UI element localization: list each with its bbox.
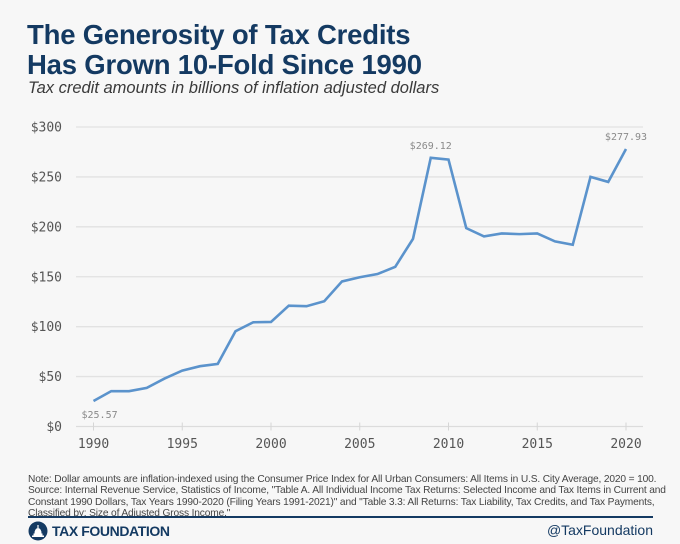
data-labels: $25.57 $269.12 $277.93 (82, 132, 648, 421)
chart-title-line-1: The Generosity of Tax Credits (27, 19, 411, 50)
x-tick-label: 1995 (167, 437, 198, 452)
chart-title: The Generosity of Tax Credits Has Grown … (27, 20, 422, 80)
x-tick-label: 2000 (255, 437, 286, 452)
brand-name: TAX FOUNDATION (52, 523, 170, 539)
x-tick-label: 2010 (433, 437, 464, 452)
footer-divider (28, 516, 653, 518)
chart-subtitle: Tax credit amounts in billions of inflat… (28, 79, 440, 97)
y-tick-label: $150 (31, 270, 62, 285)
source-note: Note: Dollar amounts are inflation-index… (28, 474, 666, 519)
x-tick-label: 2015 (522, 437, 553, 452)
note-line: Note: Dollar amounts are inflation-index… (28, 474, 657, 485)
y-tick-label: $300 (31, 121, 62, 136)
social-handle[interactable]: @TaxFoundation (546, 522, 653, 538)
series-line (92, 148, 628, 403)
y-axis: $0 $50 $100 $150 $200 $250 $300 (31, 121, 62, 436)
chart-title-line-2: Has Grown 10-Fold Since 1990 (27, 49, 422, 80)
x-axis: 1990 1995 2000 2005 2010 2015 2020 (78, 422, 642, 452)
y-tick-label: $50 (39, 370, 62, 385)
x-tick-label: 2020 (610, 437, 641, 452)
brand-logo: TAX FOUNDATION (28, 521, 170, 541)
note-line: Constant 1990 Dollars, Tax Years 1990-20… (28, 496, 655, 508)
line-chart: $0 $50 $100 $150 $200 $250 $300 1990 1995 2000 20… (31, 121, 648, 453)
data-label: $277.93 (605, 132, 647, 143)
x-tick-label: 1990 (78, 437, 109, 452)
capitol-dome-icon (28, 521, 48, 541)
data-label: $25.57 (82, 410, 118, 421)
data-label: $269.12 (410, 141, 452, 152)
y-tick-label: $0 (46, 420, 62, 435)
note-line: Source: Internal Revenue Service, Statis… (28, 485, 666, 497)
y-tick-label: $100 (31, 320, 62, 335)
note-line: Classified by: Size of Adjusted Gross In… (28, 507, 231, 519)
series-group (92, 148, 628, 403)
x-tick-label: 2005 (344, 437, 375, 452)
y-tick-label: $200 (31, 220, 62, 235)
y-tick-label: $250 (31, 170, 62, 185)
